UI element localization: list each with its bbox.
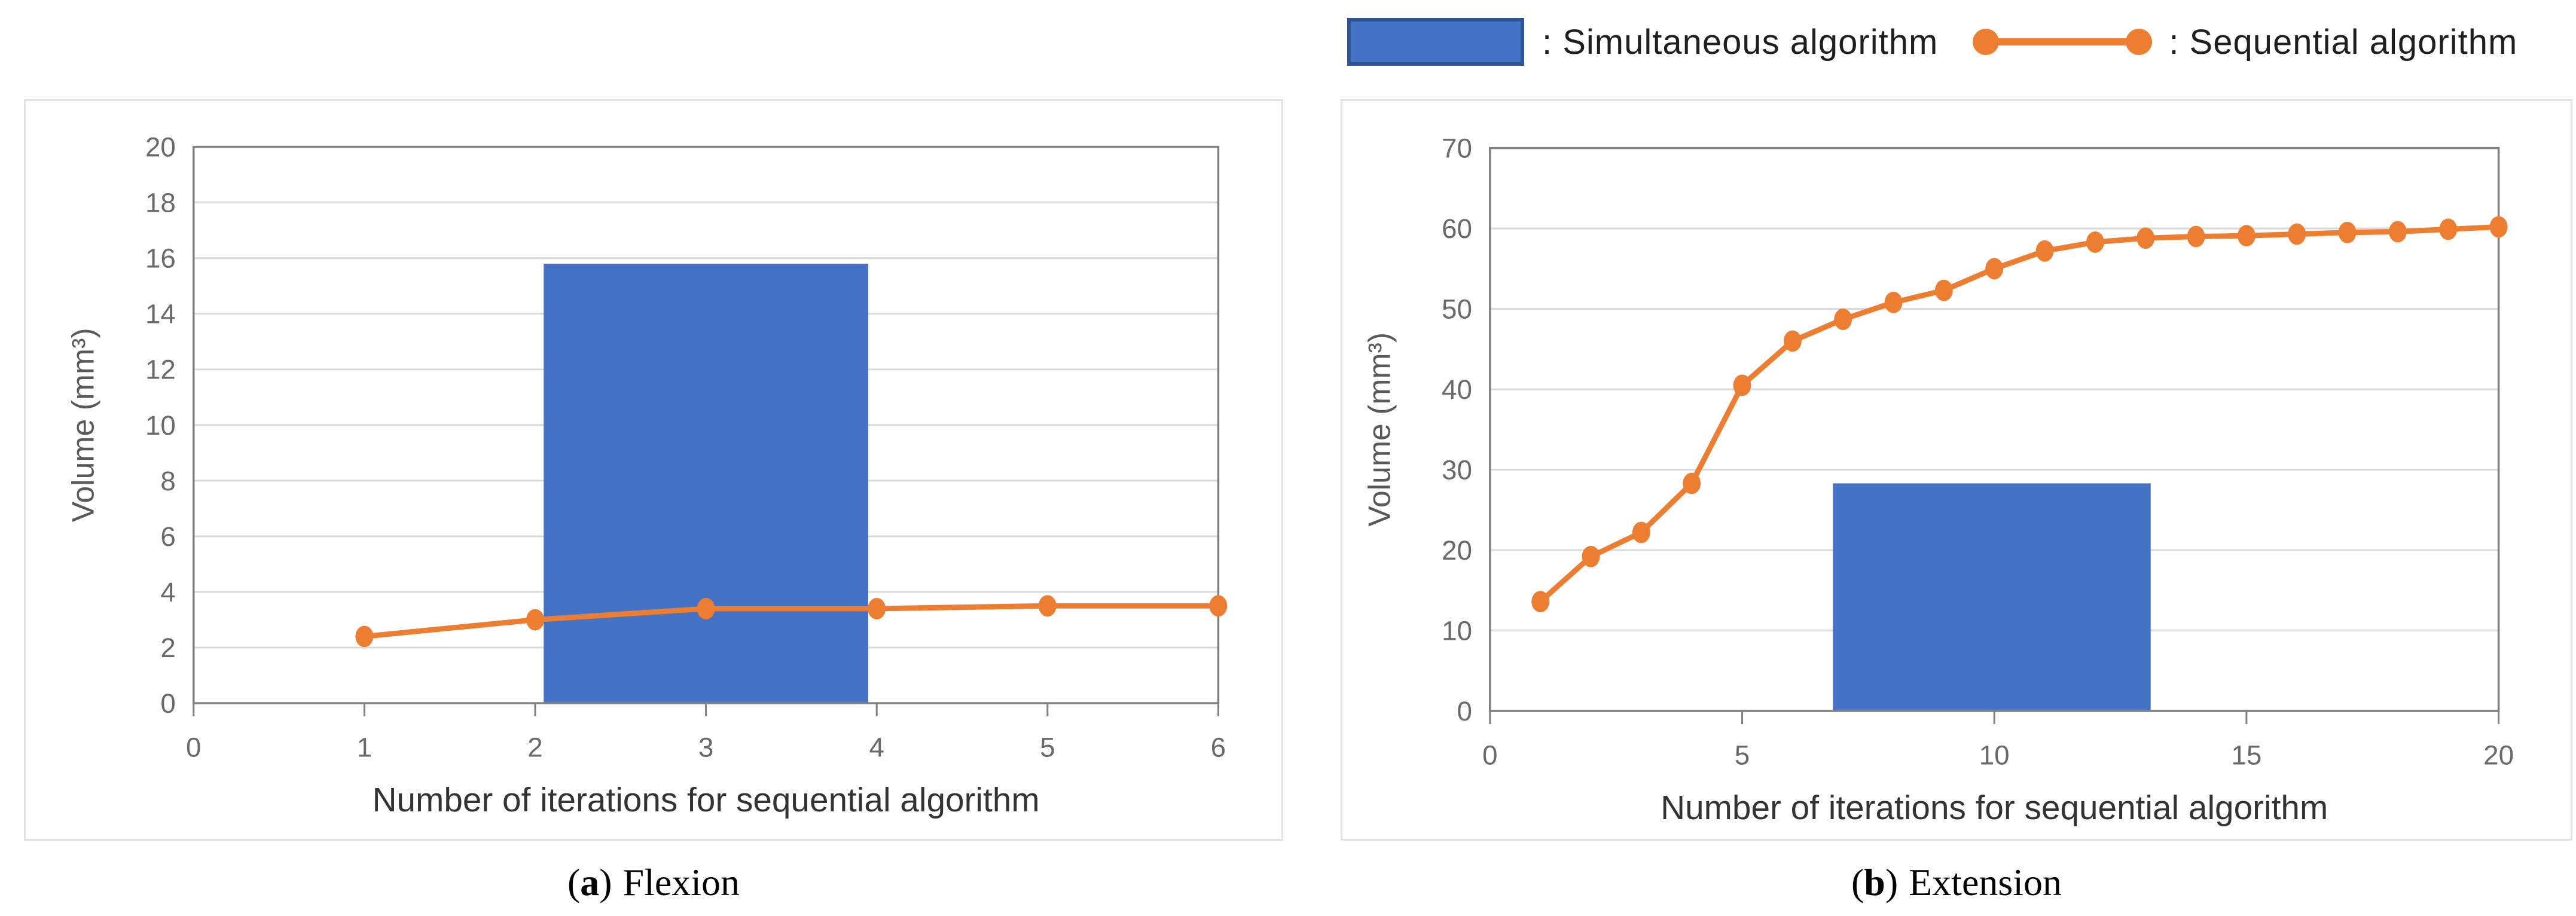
sequential-point: [1934, 279, 1953, 301]
sequential-point: [2288, 223, 2306, 245]
y-tick-label: 70: [1442, 133, 1472, 164]
x-tick-label: 3: [698, 732, 713, 763]
sequential-point: [2035, 240, 2054, 262]
legend-line-segment: [1981, 38, 2144, 45]
sequential-point: [2388, 221, 2407, 243]
x-tick-label: 0: [1482, 740, 1497, 771]
simultaneous-bar: [1833, 483, 2151, 712]
sequential-point: [2137, 227, 2155, 249]
y-tick-label: 20: [1442, 535, 1472, 566]
sequential-point: [1038, 595, 1057, 617]
y-tick-label: 12: [145, 355, 176, 385]
sequential-point: [1985, 258, 2004, 280]
caption-a-close: ): [599, 861, 612, 903]
sequential-point: [1209, 595, 1228, 617]
caption-b-letter: b: [1864, 861, 1885, 903]
y-tick-label: 50: [1442, 294, 1472, 325]
extension-chart: 0 5 10 15 20 0 10 20 30 40 50 60 70 Number of iterati…: [1362, 133, 2514, 828]
legend-line-marker: [1973, 28, 2153, 56]
sequential-point: [1834, 309, 1852, 330]
caption-flexion: (a) Flexion: [24, 854, 1283, 911]
panel-flexion: 0 1 2 3 4 5 6 0 2 4 6 8 10 12 14 16 18 20 Number of iterat…: [24, 99, 1283, 841]
chart-legend: : Simultaneous algorithm : Sequential al…: [1347, 16, 2517, 68]
x-tick-label: 2: [527, 732, 542, 763]
y-tick-label: 20: [145, 132, 176, 163]
x-tick-label: 15: [2231, 740, 2261, 771]
y-axis-title: Volume (mm³): [66, 328, 100, 522]
sequential-point: [526, 609, 544, 631]
caption-a-label: Flexion: [622, 861, 740, 903]
panel-extension: 0 5 10 15 20 0 10 20 30 40 50 60 70 Number of iterati…: [1341, 99, 2572, 841]
y-tick-label: 30: [1442, 454, 1472, 485]
sequential-point: [2338, 221, 2357, 243]
legend-line-dot-left: [1973, 29, 2000, 55]
x-tick-label: 10: [1979, 740, 2010, 771]
y-tick-label: 14: [145, 299, 176, 329]
y-tick-label: 0: [160, 688, 175, 719]
sequential-point: [2187, 225, 2205, 248]
sequential-point: [2086, 231, 2104, 253]
y-tick-label: 0: [1457, 696, 1472, 726]
x-axis-title: Number of iterations for sequential algo…: [1661, 789, 2328, 827]
caption-b-close: ): [1885, 861, 1899, 903]
sequential-line: [361, 603, 1221, 639]
x-tick-label: 1: [357, 732, 372, 763]
sequential-point: [868, 598, 886, 619]
sequential-point: [1884, 291, 1903, 313]
y-axis-title: Volume (mm³): [1362, 332, 1397, 527]
sequential-point: [1632, 521, 1650, 544]
x-tick-label: 4: [869, 732, 884, 763]
sequential-point: [697, 598, 715, 619]
legend-label-sequential: : Sequential algorithm: [2169, 22, 2518, 62]
sequential-point: [1733, 374, 1751, 396]
x-tick-label: 0: [186, 732, 201, 763]
x-tick-label: 5: [1735, 740, 1750, 771]
caption-extension: (b) Extension: [1341, 854, 2572, 911]
legend-label-simultaneous: : Simultaneous algorithm: [1542, 22, 1939, 62]
legend-bar-swatch: [1347, 18, 1524, 66]
caption-a-letter: a: [580, 861, 600, 903]
y-tick-label: 10: [1442, 615, 1472, 646]
caption-a-open: (: [567, 861, 581, 903]
y-tick-label: 18: [145, 188, 176, 218]
caption-b-open: (: [1851, 861, 1864, 903]
y-tick-label: 40: [1442, 374, 1472, 405]
legend-line-dot-right: [2126, 29, 2153, 55]
sequential-point: [1582, 545, 1600, 567]
caption-b-label: Extension: [1909, 861, 2062, 903]
sequential-point: [1783, 330, 1802, 352]
y-tick-label: 6: [160, 521, 175, 552]
x-tick-label: 5: [1040, 732, 1055, 763]
y-tick-label: 8: [160, 466, 175, 496]
sequential-point: [2237, 225, 2255, 247]
y-tick-label: 10: [145, 410, 176, 441]
x-tick-label: 6: [1211, 732, 1226, 763]
y-tick-label: 4: [160, 577, 175, 607]
sequential-point: [2489, 216, 2508, 238]
sequential-point: [355, 625, 374, 648]
sequential-point: [2439, 218, 2458, 240]
y-tick-label: 60: [1442, 213, 1472, 244]
simultaneous-bar: [544, 264, 868, 704]
x-tick-label: 20: [2483, 740, 2514, 771]
x-axis-title: Number of iterations for sequential algo…: [373, 781, 1040, 819]
sequential-point: [1683, 472, 1701, 494]
y-tick-label: 16: [145, 243, 176, 274]
y-tick-label: 2: [160, 633, 175, 663]
sequential-point: [1531, 591, 1550, 613]
